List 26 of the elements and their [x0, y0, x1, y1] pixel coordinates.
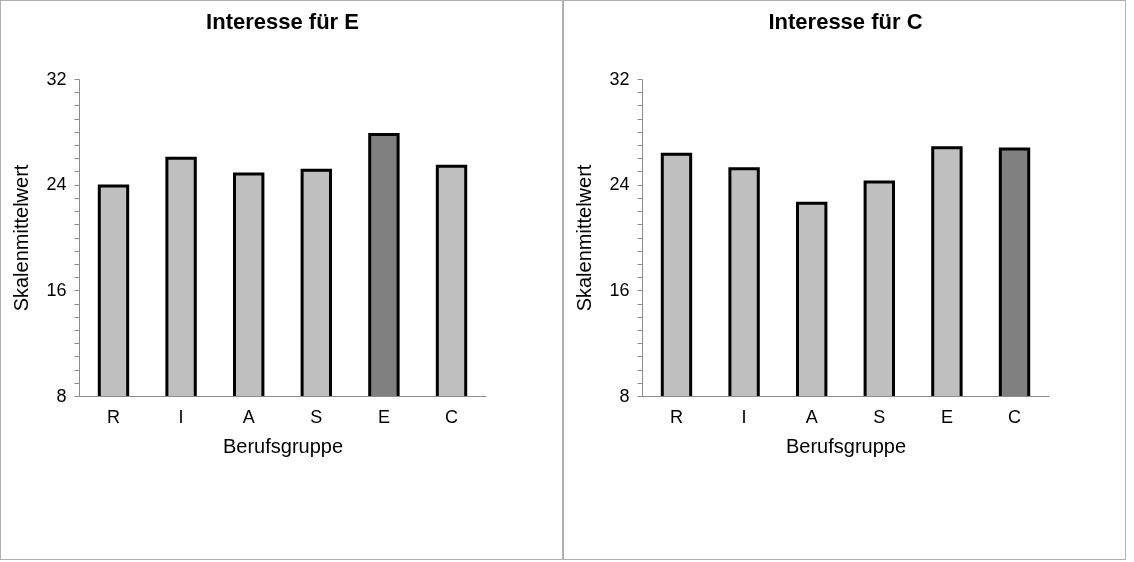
x-axis-title: Berufsgruppe: [785, 434, 907, 457]
x-tick-label: I: [178, 406, 184, 427]
y-axis-title: Skalenmittelwert: [10, 164, 33, 312]
chart-title: Interesse für E: [206, 9, 359, 34]
x-tick-label: C: [1008, 406, 1022, 427]
x-tick-label: A: [242, 406, 255, 427]
x-tick-label: E: [377, 406, 390, 427]
y-tick-label: 16: [46, 279, 67, 300]
x-tick-label: A: [805, 406, 818, 427]
y-tick-label: 8: [56, 385, 67, 406]
x-tick-label: R: [106, 406, 120, 427]
y-tick-label: 8: [619, 385, 630, 406]
y-tick-label: 24: [609, 174, 630, 195]
chart-title: Interesse für C: [768, 9, 923, 34]
y-axis-title: Skalenmittelwert: [573, 164, 596, 312]
x-tick-label: S: [873, 406, 886, 427]
y-tick-label: 24: [46, 174, 67, 195]
x-tick-label: C: [445, 406, 459, 427]
y-tick-label: 16: [609, 279, 630, 300]
x-tick-label: E: [940, 406, 953, 427]
y-tick-label: 32: [46, 68, 67, 89]
y-tick-label: 32: [609, 68, 630, 89]
x-tick-label: S: [310, 406, 323, 427]
x-axis-title: Berufsgruppe: [222, 434, 344, 457]
x-tick-label: R: [669, 406, 683, 427]
x-tick-label: I: [741, 406, 747, 427]
